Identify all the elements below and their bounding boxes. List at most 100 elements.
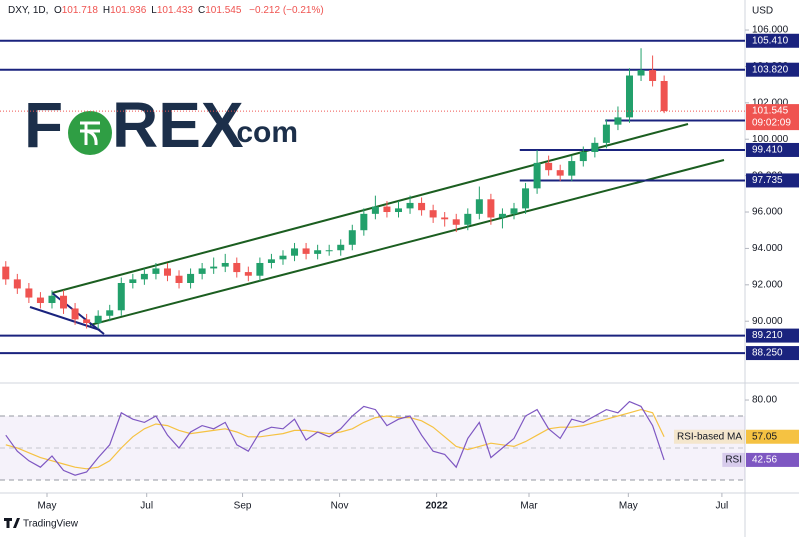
- legend-name-box: [673, 429, 745, 444]
- candle-body: [602, 124, 610, 143]
- candle-body: [475, 199, 483, 214]
- candle-body: [406, 202, 414, 209]
- candle-body: [649, 70, 657, 81]
- ohlc-label: H: [102, 5, 111, 16]
- ohlc-value: 101.936: [110, 5, 147, 16]
- x-tick-label: Sep: [234, 501, 252, 512]
- y-tick-label: 80.00: [752, 395, 777, 406]
- candle-body: [383, 206, 391, 213]
- level-label: 99.410: [752, 145, 783, 156]
- candle-body: [487, 199, 495, 218]
- candle-body: [625, 75, 633, 118]
- y-tick-label: 94.000: [752, 243, 783, 254]
- candle-body: [371, 206, 379, 214]
- candle-body: [152, 268, 160, 274]
- candle-body: [556, 170, 564, 176]
- candle-body: [117, 282, 125, 311]
- ohlc: O101.718 H101.936 L101.433 C101.545: [54, 5, 246, 16]
- x-tick-label: Mar: [520, 501, 538, 512]
- level-label-box: [746, 173, 799, 188]
- level-label-box: [746, 328, 799, 343]
- candle-body: [498, 213, 506, 218]
- candle-body: [71, 308, 79, 320]
- header: DXY, 1D, O101.718 H101.936 L101.433 C101.54…: [8, 5, 329, 16]
- x-tick-label: Nov: [331, 501, 349, 512]
- change: −0.212 (−0.21%): [249, 5, 324, 16]
- candle-body: [221, 262, 229, 267]
- candle-body: [175, 275, 183, 283]
- candle-body: [106, 310, 114, 316]
- candle-body: [36, 297, 44, 304]
- ohlc-value: 101.545: [205, 5, 242, 16]
- ohlc-value: 101.433: [156, 5, 193, 16]
- candle-body: [591, 142, 599, 152]
- level-label-box: [746, 62, 799, 77]
- candle-body: [187, 273, 195, 283]
- y-tick-label: 102.000: [752, 97, 789, 108]
- legend-name: RSI: [725, 455, 742, 466]
- logo-text: F: [24, 89, 63, 161]
- candle-body: [83, 319, 91, 324]
- watermark-logo: F REX .com: [24, 89, 298, 161]
- level-label: 88.250: [752, 348, 783, 359]
- wedge-line: [29, 306, 101, 331]
- candle-body: [129, 279, 137, 283]
- candle-body: [210, 266, 218, 269]
- candle-body: [360, 213, 368, 231]
- x-tick-label: Jul: [716, 501, 729, 512]
- legend-name: RSI-based MA: [677, 431, 742, 442]
- y-tick-label: 96.000: [752, 207, 783, 218]
- legend-entry: RSI-based MA 57.05: [673, 429, 799, 444]
- logo-suffix: .com: [228, 116, 298, 149]
- ohlc-value: 101.718: [61, 5, 98, 16]
- candle-body: [94, 315, 102, 324]
- y-tick-label: 106.000: [752, 25, 789, 36]
- candle-body: [325, 250, 333, 252]
- candle-body: [302, 248, 310, 254]
- candle-body: [348, 230, 356, 245]
- symbol: DXY, 1D,: [8, 5, 49, 16]
- legend-value: 57.05: [752, 431, 777, 442]
- last-price-label: 101.545: [752, 106, 789, 117]
- candle-body: [48, 295, 56, 304]
- candle-body: [267, 259, 275, 263]
- level-label: 103.820: [752, 64, 789, 75]
- candle-body: [60, 295, 68, 309]
- candle-body: [233, 262, 241, 273]
- brand-text: TradingView: [23, 519, 79, 530]
- candle-body: [244, 272, 252, 276]
- candle-body: [13, 279, 21, 289]
- candle-body: [418, 202, 426, 211]
- candle-body: [579, 151, 587, 162]
- candle-body: [545, 162, 553, 171]
- legend-value-box: [746, 429, 799, 444]
- candle-body: [429, 210, 437, 218]
- legend-value-box: [746, 452, 799, 467]
- candle-body: [140, 273, 148, 280]
- y-tick-label: 90.000: [752, 316, 783, 327]
- level-label: 97.735: [752, 175, 783, 186]
- x-tick-label: May: [619, 501, 638, 512]
- level-label-box: [746, 346, 799, 361]
- level-label-box: [746, 142, 799, 157]
- candle-body: [2, 266, 10, 280]
- candle-body: [163, 268, 171, 276]
- candle-body: [337, 244, 345, 251]
- ohlc-label: L: [151, 5, 157, 16]
- legend-value: 42.56: [752, 455, 777, 466]
- ohlc-label: O: [53, 5, 62, 16]
- candle-body: [314, 250, 322, 254]
- countdown-label: 09:02:09: [752, 118, 791, 129]
- legend-name-box: [722, 452, 745, 467]
- y-tick-label: 92.000: [752, 279, 783, 290]
- logo-coin-symbol: [80, 121, 100, 146]
- candle-body: [614, 117, 622, 125]
- y-tick-label: 100.000: [752, 134, 789, 145]
- level-label: 89.210: [752, 330, 783, 341]
- candle-body: [256, 262, 264, 276]
- candle-body: [464, 213, 472, 225]
- logo-text: REX: [112, 89, 244, 161]
- ohlc-label: C: [198, 5, 206, 16]
- candle-body: [394, 208, 402, 213]
